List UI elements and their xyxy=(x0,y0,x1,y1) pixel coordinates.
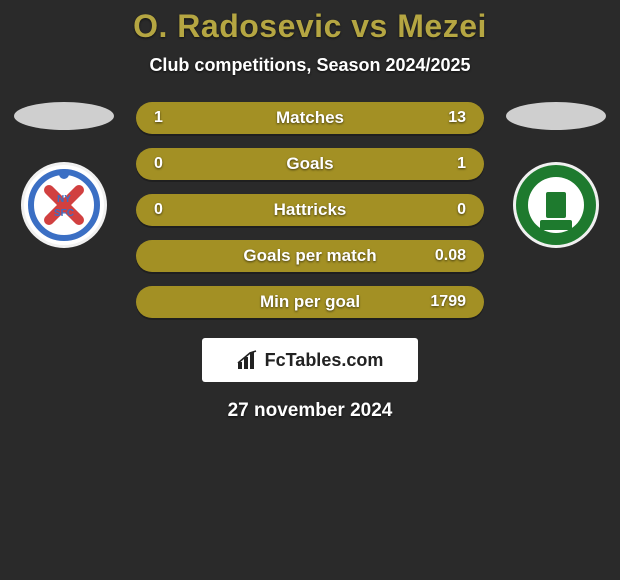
stat-right-value: 1 xyxy=(420,155,466,173)
stat-left-value: 0 xyxy=(154,201,200,219)
stat-label: Goals xyxy=(200,154,420,174)
stat-row-matches: 1 Matches 13 xyxy=(136,102,484,134)
stat-label: Matches xyxy=(200,108,420,128)
player-photo-placeholder-left xyxy=(14,102,114,130)
subtitle: Club competitions, Season 2024/2025 xyxy=(0,55,620,76)
left-player-column: NY SFC xyxy=(10,102,118,248)
stat-left-value: 0 xyxy=(154,155,200,173)
stat-row-goals: 0 Goals 1 xyxy=(136,148,484,180)
main-row: NY SFC 1 Matches 13 0 Goals 1 0 Hattrick… xyxy=(0,102,620,318)
svg-text:2006: 2006 xyxy=(546,177,566,187)
date-text: 27 november 2024 xyxy=(0,400,620,422)
player-photo-placeholder-right xyxy=(506,102,606,130)
club-crest-left: NY SFC xyxy=(21,162,107,248)
right-player-column: 2006 xyxy=(502,102,610,248)
stat-right-value: 1799 xyxy=(420,293,466,311)
comparison-card: O. Radosevic vs Mezei Club competitions,… xyxy=(0,0,620,422)
bar-chart-icon xyxy=(237,350,259,370)
stat-label: Goals per match xyxy=(200,246,420,266)
stat-right-value: 0.08 xyxy=(420,247,466,265)
stat-left-value: 1 xyxy=(154,109,200,127)
brand-text: FcTables.com xyxy=(265,350,384,371)
brand-box[interactable]: FcTables.com xyxy=(202,338,418,382)
crest-left-svg: NY SFC xyxy=(21,162,107,248)
stat-right-value: 0 xyxy=(420,201,466,219)
stat-label: Hattricks xyxy=(200,200,420,220)
stat-right-value: 13 xyxy=(420,109,466,127)
page-title: O. Radosevic vs Mezei xyxy=(0,8,620,45)
stat-row-goals-per-match: Goals per match 0.08 xyxy=(136,240,484,272)
svg-text:SFC: SFC xyxy=(54,208,74,219)
stat-row-hattricks: 0 Hattricks 0 xyxy=(136,194,484,226)
club-crest-right: 2006 xyxy=(513,162,599,248)
stat-row-min-per-goal: Min per goal 1799 xyxy=(136,286,484,318)
svg-text:NY: NY xyxy=(57,194,71,205)
crest-right-svg: 2006 xyxy=(513,162,599,248)
stats-column: 1 Matches 13 0 Goals 1 0 Hattricks 0 Goa… xyxy=(136,102,484,318)
stat-label: Min per goal xyxy=(200,292,420,312)
